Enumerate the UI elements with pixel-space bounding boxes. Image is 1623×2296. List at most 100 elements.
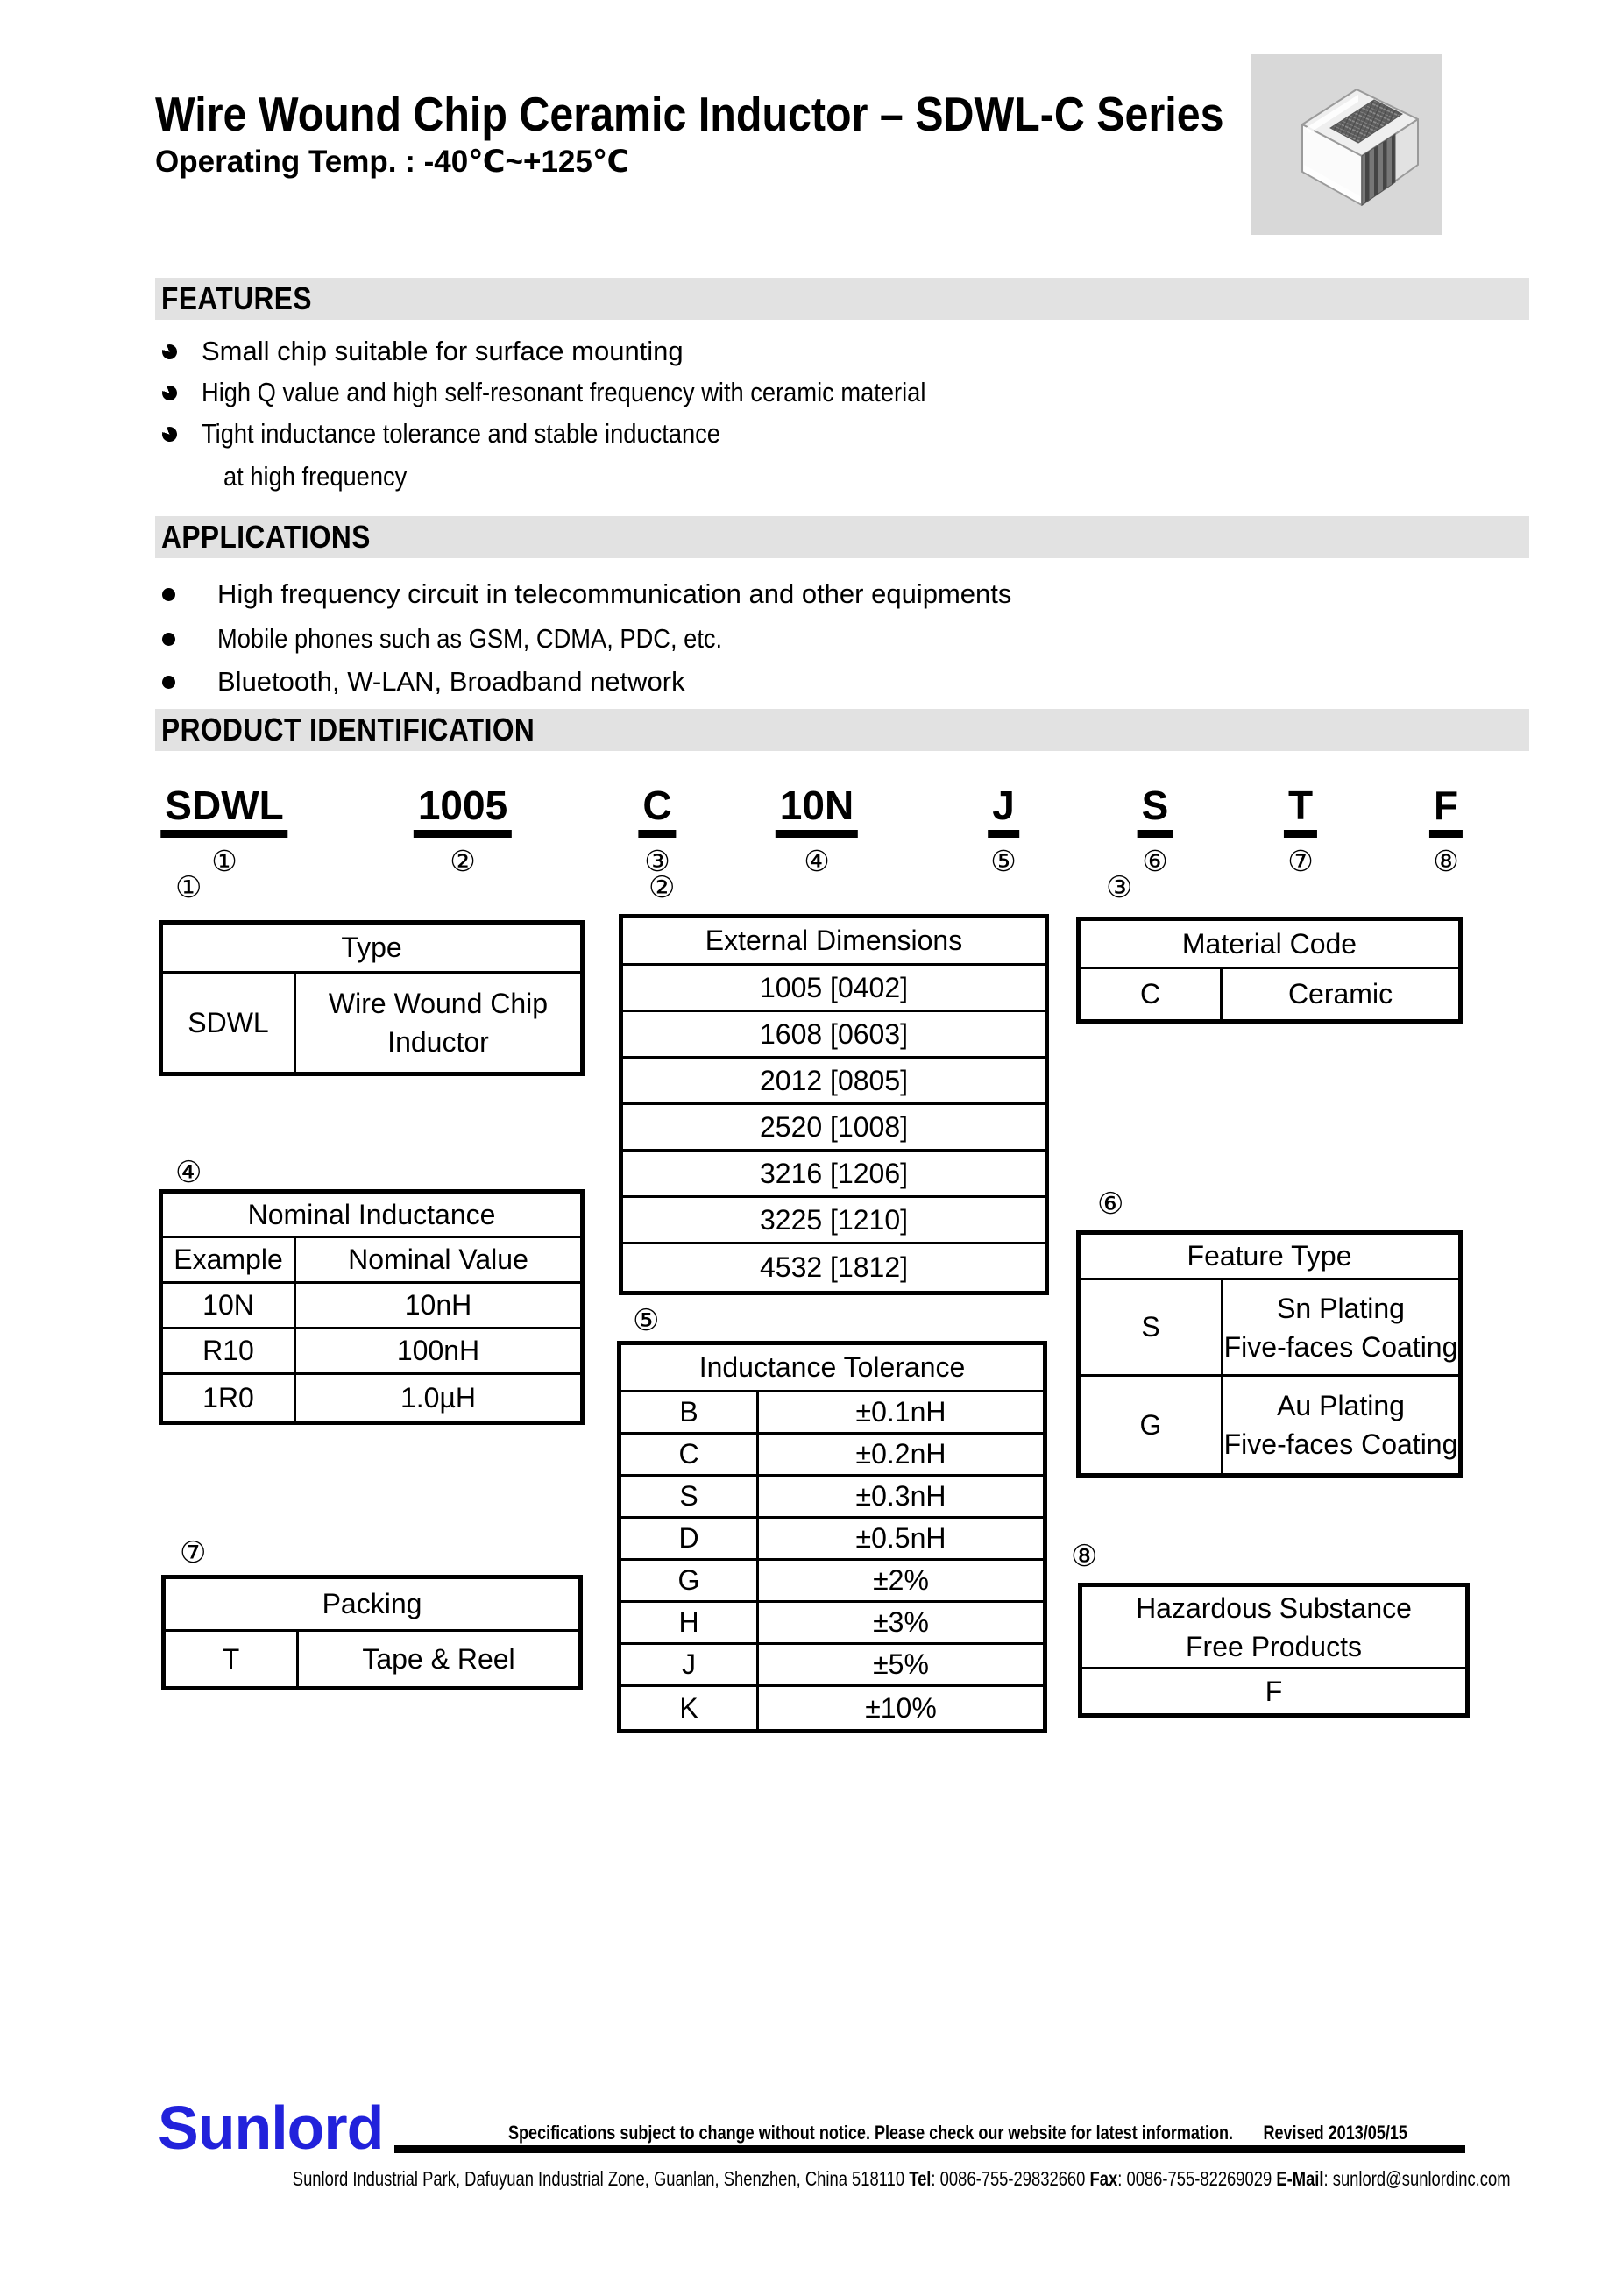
- table-index-3: ③: [1106, 871, 1133, 904]
- table-row: 1R0 1.0µH: [163, 1375, 580, 1421]
- value-cell: 1.0µH: [400, 1381, 477, 1414]
- feature-text-continuation: at high frequency: [223, 461, 408, 492]
- footer-notice: Specifications subject to change without…: [508, 2122, 1407, 2144]
- tel-label: Tel: [909, 2167, 932, 2190]
- tolerance-value-cell: ±2%: [873, 1564, 929, 1596]
- footer-address: Sunlord Industrial Park, Dafuyuan Indust…: [293, 2167, 1511, 2191]
- circled-number: ①: [211, 845, 237, 878]
- external-dimensions-table: External Dimensions 1005 [0402] 1608 [06…: [619, 914, 1049, 1295]
- table-row: T Tape & Reel: [166, 1632, 578, 1686]
- part-code: SDWL: [160, 784, 288, 839]
- feature-type-title: Feature Type: [1081, 1235, 1458, 1280]
- packing-title: Packing: [166, 1579, 578, 1632]
- table-row: H ±3%: [621, 1603, 1043, 1645]
- table-row: F: [1082, 1669, 1465, 1713]
- example-cell: R10: [163, 1329, 296, 1372]
- table-index-4: ④: [175, 1156, 202, 1189]
- table-row: G ±2%: [621, 1561, 1043, 1603]
- part-segment-packing: T ⑦: [1283, 784, 1318, 878]
- feature-text: Small chip suitable for surface mounting: [202, 336, 684, 366]
- part-segment-dimensions: 1005 ②: [413, 784, 513, 878]
- table-index-2: ②: [648, 871, 676, 904]
- fax-label: Fax: [1089, 2167, 1118, 2190]
- inductance-tolerance-title: Inductance Tolerance: [621, 1345, 1043, 1392]
- hazardous-title-line1: Hazardous Substance: [1136, 1591, 1412, 1624]
- tel-value: : 0086-755-29832660: [931, 2167, 1090, 2190]
- feature-item: Small chip suitable for surface mounting: [160, 336, 684, 367]
- table-index-5: ⑤: [633, 1304, 660, 1337]
- table-row: 10N 10nH: [163, 1284, 580, 1329]
- email-label: E-Mail: [1276, 2167, 1324, 2190]
- part-code: T: [1283, 784, 1318, 839]
- table-row: SDWL Wire Wound Chip Inductor: [163, 974, 580, 1072]
- feature-desc-line2: Five-faces Coating: [1223, 1330, 1458, 1363]
- packing-table: Packing T Tape & Reel: [161, 1575, 583, 1690]
- table-row: C Ceramic: [1081, 969, 1458, 1019]
- notice-text: Specifications subject to change without…: [508, 2122, 1234, 2144]
- type-desc-cell: Wire Wound Chip Inductor: [296, 974, 580, 1072]
- hazardous-substance-table: Hazardous Substance Free Products F: [1078, 1583, 1470, 1718]
- value-cell: 100nH: [396, 1335, 480, 1366]
- circled-number: ④: [804, 845, 830, 878]
- type-table-title: Type: [163, 925, 580, 974]
- table-row: S Sn Plating Five-faces Coating: [1081, 1280, 1458, 1377]
- table-index-6: ⑥: [1097, 1187, 1124, 1221]
- feature-desc-cell: Sn Plating Five-faces Coating: [1223, 1280, 1458, 1374]
- feature-item: High Q value and high self-resonant freq…: [160, 377, 1024, 408]
- hazardous-code-cell: F: [1265, 1675, 1283, 1707]
- table-row: 2520 [1008]: [623, 1105, 1045, 1152]
- feature-bullet-icon: [160, 343, 179, 360]
- table-row: 1005 [0402]: [623, 966, 1045, 1012]
- part-segment-material: C ③: [638, 784, 677, 878]
- table-row: C ±0.2nH: [621, 1435, 1043, 1477]
- part-code: S: [1137, 784, 1173, 839]
- application-item: High frequency circuit in telecommunicat…: [162, 578, 1011, 610]
- example-cell: 1R0: [163, 1375, 296, 1421]
- type-code-cell: SDWL: [163, 974, 296, 1072]
- circled-number: ⑤: [990, 845, 1017, 878]
- tolerance-code-cell: C: [621, 1435, 759, 1474]
- part-segment-tolerance: J ⑤: [988, 784, 1019, 878]
- part-code: C: [638, 784, 677, 839]
- type-table: Type SDWL Wire Wound Chip Inductor: [159, 920, 585, 1076]
- tolerance-code-cell: D: [621, 1519, 759, 1558]
- circled-number: ⑥: [1142, 845, 1168, 878]
- part-code: 10N: [775, 784, 859, 839]
- tolerance-value-cell: ±5%: [873, 1648, 929, 1680]
- feature-desc-line1: Sn Plating: [1277, 1292, 1405, 1324]
- dimension-cell: 2520 [1008]: [759, 1110, 909, 1143]
- table-index-7: ⑦: [180, 1536, 207, 1570]
- table-row: 1608 [0603]: [623, 1012, 1045, 1059]
- table-header-row: Example Nominal Value: [163, 1238, 580, 1284]
- table-row: 4532 [1812]: [623, 1244, 1045, 1291]
- nominal-value-col-header: Nominal Value: [348, 1244, 528, 1275]
- table-index-1: ①: [175, 871, 202, 904]
- nominal-inductance-table: Nominal Inductance Example Nominal Value…: [159, 1189, 585, 1425]
- part-segment-type: SDWL ①: [160, 784, 288, 878]
- circled-number: ②: [450, 845, 476, 878]
- part-segment-feature: S ⑥: [1137, 784, 1173, 878]
- packing-code-cell: T: [166, 1632, 299, 1686]
- feature-bullet-icon: [160, 384, 179, 401]
- product-identification-section-bar: PRODUCT IDENTIFICATION: [155, 709, 1529, 751]
- circled-number: ⑧: [1433, 845, 1459, 878]
- dimension-cell: 1005 [0402]: [759, 971, 909, 1003]
- email-value: : sunlord@sunlordinc.com: [1323, 2167, 1511, 2190]
- tolerance-value-cell: ±0.2nH: [855, 1438, 946, 1470]
- tolerance-code-cell: G: [621, 1561, 759, 1600]
- material-code-title: Material Code: [1081, 921, 1458, 969]
- circle-bullet-icon: [162, 675, 175, 689]
- chip-inductor-illustration: [1251, 54, 1442, 235]
- revised-date: Revised 2013/05/15: [1263, 2122, 1407, 2144]
- dimension-cell: 1608 [0603]: [759, 1017, 909, 1050]
- table-row: B ±0.1nH: [621, 1392, 1043, 1435]
- application-item: Bluetooth, W-LAN, Broadband network: [162, 666, 685, 698]
- footer-divider: [394, 2145, 1465, 2153]
- material-code-cell: C: [1081, 969, 1223, 1019]
- sunlord-logo: Sunlord: [158, 2094, 384, 2162]
- nominal-inductance-title: Nominal Inductance: [163, 1194, 580, 1238]
- feature-desc-line2: Five-faces Coating: [1223, 1428, 1458, 1460]
- feature-desc-cell: Au Plating Five-faces Coating: [1223, 1377, 1458, 1473]
- table-index-8: ⑧: [1071, 1540, 1098, 1573]
- part-segment-inductance: 10N ④: [775, 784, 859, 878]
